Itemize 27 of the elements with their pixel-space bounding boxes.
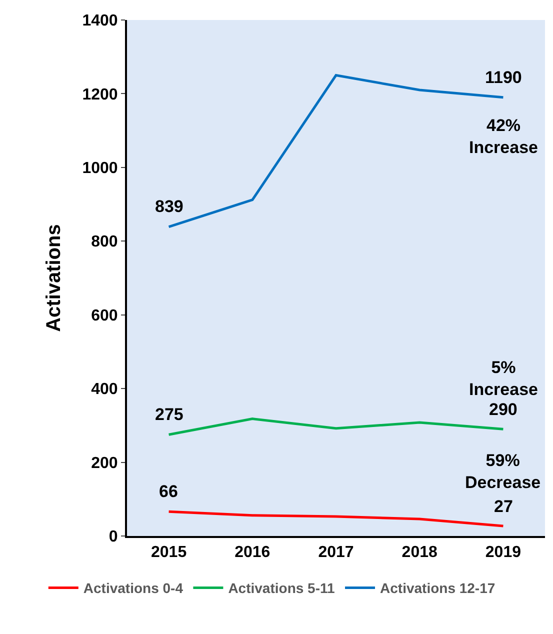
y-tick-label: 600	[91, 307, 118, 324]
legend-label: Activations 12-17	[380, 580, 496, 596]
data-label: 1190	[485, 68, 522, 87]
x-tick-label: 2019	[485, 544, 522, 562]
data-label: 839	[155, 197, 184, 216]
annotation: 5% Increase	[469, 358, 538, 400]
data-label: 27	[494, 497, 513, 516]
x-tick-label: 2015	[151, 544, 187, 562]
data-label: 275	[155, 405, 184, 424]
legend-label: Activations 5-11	[228, 580, 336, 596]
data-label: 66	[159, 482, 178, 501]
y-axis-title: Activations	[43, 224, 66, 332]
y-tick-label: 200	[91, 454, 118, 472]
y-tick-label: 1200	[82, 86, 118, 104]
legend-label: Activations 0-4	[83, 580, 184, 596]
y-tick-label: 0	[108, 528, 118, 546]
line-series	[168, 510, 504, 528]
y-tick-label: 400	[91, 381, 118, 398]
x-tick-label: 2018	[402, 544, 438, 562]
y-tick-label: 1000	[82, 160, 118, 178]
x-tick-label: 2017	[318, 544, 354, 562]
annotation: 59% Decrease	[465, 451, 541, 492]
y-tick-label: 800	[91, 234, 118, 251]
data-label: 290	[489, 400, 518, 419]
y-tick-label: 1400	[82, 12, 118, 30]
annotation: 42% Increase	[469, 116, 538, 158]
x-tick-label: 2016	[234, 544, 270, 562]
